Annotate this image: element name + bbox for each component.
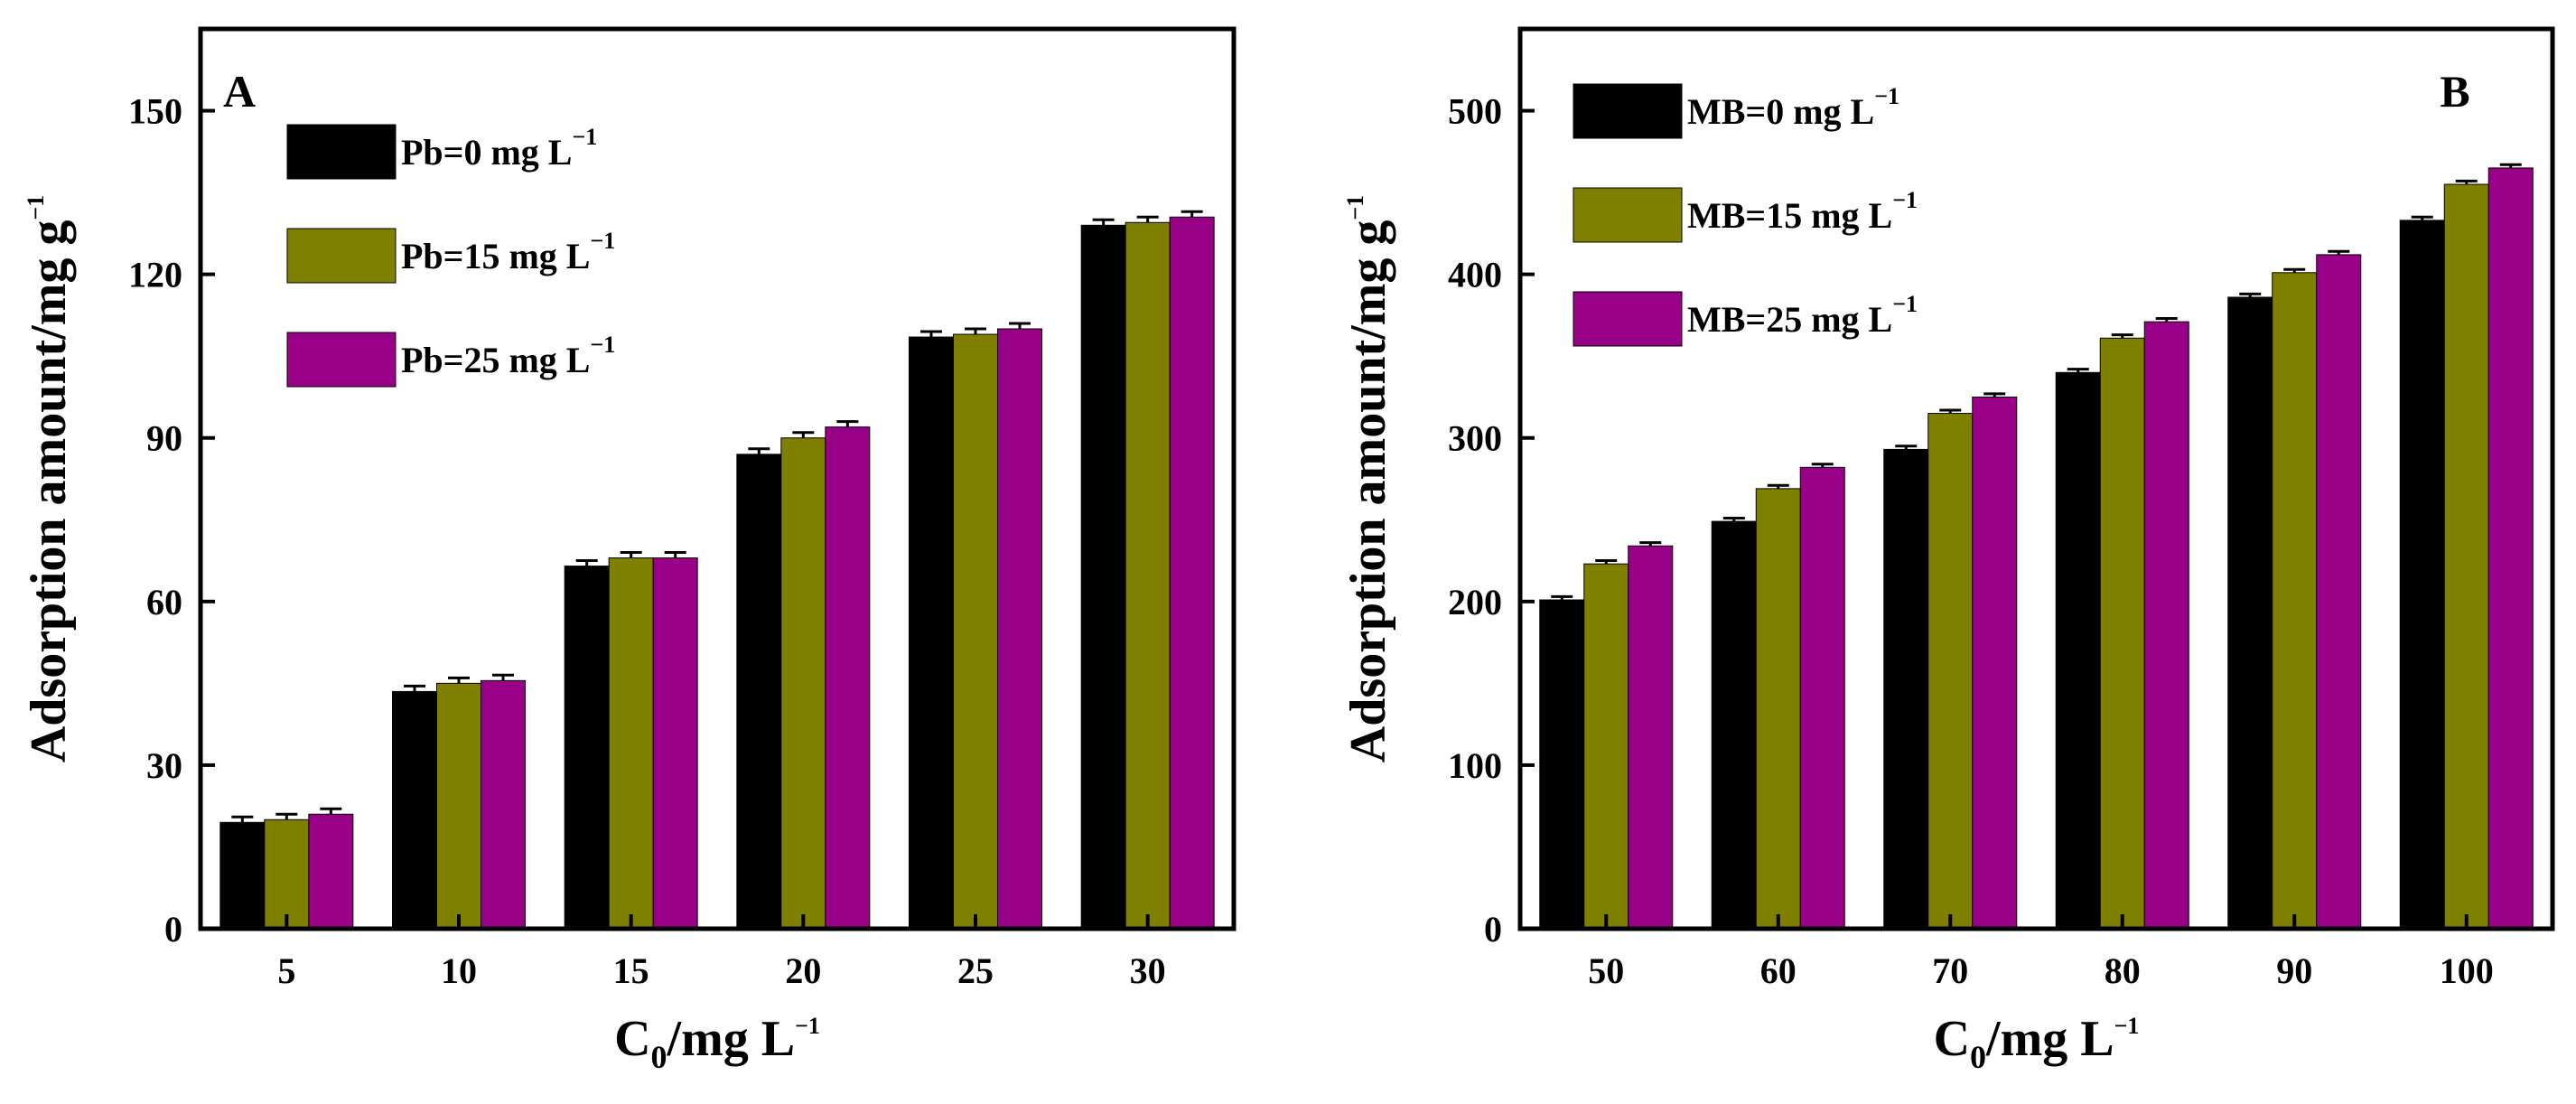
bar-b-s2-c4 xyxy=(2316,254,2362,930)
x-axis-title-b: C0/mg L−1 xyxy=(1934,1011,2140,1075)
bar-b-s1-c5 xyxy=(2443,183,2489,930)
x-tick-label-b-0: 50 xyxy=(1588,950,1624,991)
bar-b-s2-c0 xyxy=(1628,545,1674,930)
legend-label-b-2: MB=25 mg L−1 xyxy=(1687,291,1918,340)
x-tick-label-b-4: 90 xyxy=(2276,950,2312,991)
bar-a-s1-c4 xyxy=(953,333,998,930)
bar-b-s1-c2 xyxy=(1927,413,1974,930)
y-tick-label-a-2: 60 xyxy=(146,582,182,622)
bar-a-s1-c2 xyxy=(608,557,654,930)
bar-a-s1-c3 xyxy=(780,437,826,930)
bar-b-s0-c1 xyxy=(1711,520,1757,930)
plot-frame-b xyxy=(1517,26,2555,931)
legend-swatch-a-0 xyxy=(286,124,397,180)
y-tick-label-b-5: 500 xyxy=(1448,91,1502,132)
bar-b-s1-c0 xyxy=(1583,563,1629,930)
y-tick-label-a-0: 0 xyxy=(164,909,182,950)
chart-panel-b: 0 100 200 300 400 500 50 60 70 80 90 100 C0/mg L−1 Ad… xyxy=(1340,26,2555,1075)
legend-swatch-b-2 xyxy=(1573,291,1683,347)
bar-b-s0-c2 xyxy=(1883,448,1929,930)
bar-a-s2-c5 xyxy=(1169,216,1215,930)
y-tick-label-a-4: 120 xyxy=(128,255,182,295)
bar-a-s0-c0 xyxy=(219,821,266,930)
bar-b-s2-c1 xyxy=(1799,466,1845,930)
panel-label-b: B xyxy=(2440,66,2469,117)
bar-a-s2-c3 xyxy=(825,426,871,930)
bar-b-s2-c2 xyxy=(1972,396,2018,930)
bar-b-s1-c1 xyxy=(1755,488,1801,930)
y-tick-label-a-1: 30 xyxy=(146,745,182,786)
x-tick-label-b-3: 80 xyxy=(2105,950,2141,991)
bar-b-s1-c4 xyxy=(2272,272,2318,930)
y-tick-label-b-2: 200 xyxy=(1448,582,1502,622)
bar-a-s0-c2 xyxy=(564,566,610,930)
panel-label-a: A xyxy=(223,66,256,117)
bar-a-s2-c4 xyxy=(997,328,1042,930)
legend-swatch-a-2 xyxy=(286,332,397,388)
x-tick-label-b-1: 60 xyxy=(1760,950,1797,991)
y-tick-label-b-3: 300 xyxy=(1448,418,1502,459)
legend-label-b-1: MB=15 mg L−1 xyxy=(1687,187,1918,236)
y-tick-label-a-3: 90 xyxy=(146,418,182,459)
bar-a-s0-c5 xyxy=(1080,224,1126,930)
x-tick-label-a-1: 10 xyxy=(441,950,477,991)
bar-b-s1-c3 xyxy=(2099,337,2145,930)
bar-a-s0-c3 xyxy=(736,454,782,930)
bar-b-s0-c0 xyxy=(1539,599,1585,930)
x-tick-label-a-0: 5 xyxy=(277,950,295,991)
y-tick-label-a-5: 150 xyxy=(128,91,182,132)
bar-a-s1-c5 xyxy=(1125,221,1171,930)
x-tick-label-a-5: 30 xyxy=(1130,950,1166,991)
bar-a-s0-c4 xyxy=(909,336,954,930)
bar-a-s2-c0 xyxy=(308,813,354,930)
bar-a-s1-c1 xyxy=(436,682,481,930)
plot-frame-a xyxy=(198,26,1237,931)
x-axis-title-a: C0/mg L−1 xyxy=(614,1011,820,1075)
y-tick-label-b-4: 400 xyxy=(1448,255,1502,295)
bar-b-s0-c4 xyxy=(2227,296,2273,930)
bar-b-s0-c5 xyxy=(2399,220,2445,930)
bar-a-s1-c0 xyxy=(264,819,310,930)
x-tick-label-b-5: 100 xyxy=(2440,950,2494,991)
chart-panel-a: 0 30 60 90 120 150 5 10 15 20 25 30 C0/mg L−1 Adsorpt… xyxy=(21,26,1237,1075)
bar-b-s0-c3 xyxy=(2055,371,2101,930)
legend-swatch-b-1 xyxy=(1573,187,1683,243)
x-tick-label-b-2: 70 xyxy=(1932,950,1968,991)
legend-label-a-2: Pb=25 mg L−1 xyxy=(401,332,615,380)
legend-swatch-a-1 xyxy=(286,228,397,284)
bar-b-s2-c5 xyxy=(2487,167,2534,930)
legend-label-a-0: Pb=0 mg L−1 xyxy=(401,124,597,173)
x-tick-label-a-3: 20 xyxy=(785,950,821,991)
legend-label-a-1: Pb=15 mg L−1 xyxy=(401,228,615,276)
y-tick-label-b-0: 0 xyxy=(1484,909,1502,950)
y-tick-label-b-1: 100 xyxy=(1448,745,1502,786)
bar-a-s2-c1 xyxy=(481,679,526,930)
bar-a-s0-c1 xyxy=(392,690,437,930)
legend-swatch-b-0 xyxy=(1573,83,1683,139)
x-tick-label-a-4: 25 xyxy=(957,950,994,991)
legend-label-b-0: MB=0 mg L−1 xyxy=(1687,83,1899,132)
bar-a-s2-c2 xyxy=(652,557,698,930)
y-axis-title-b: Adsorption amount/mg g−1 xyxy=(1340,195,1396,763)
y-axis-title-a: Adsorption amount/mg g−1 xyxy=(21,195,77,763)
bar-b-s2-c3 xyxy=(2143,321,2189,930)
x-tick-label-a-2: 15 xyxy=(613,950,649,991)
